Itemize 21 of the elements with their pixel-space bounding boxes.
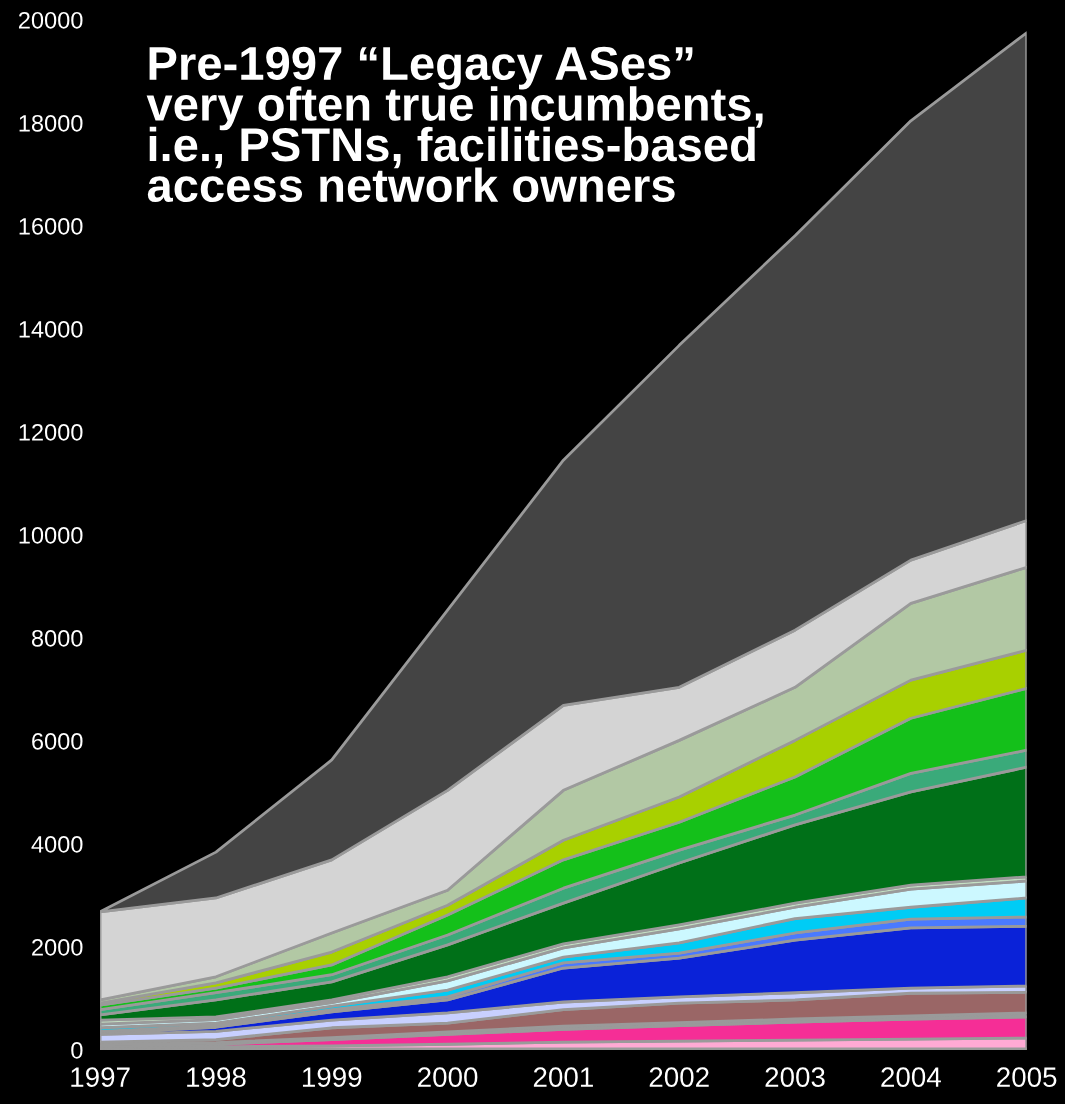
y-tick-label: 16000 xyxy=(19,217,83,235)
y-tick-label: 4000 xyxy=(31,835,83,853)
y-tick-label: 20000 xyxy=(18,11,83,29)
x-tick-label: 1999 xyxy=(302,1067,362,1087)
y-tick-label: 6000 xyxy=(32,732,83,750)
y-tick-label: 18000 xyxy=(19,114,83,132)
x-tick-label: 2003 xyxy=(765,1067,825,1087)
x-tick-label: 2001 xyxy=(533,1067,593,1087)
text: Pre-1997 “Legacy ASes” very often true incumbents, i.e., PSTNs, facilities-based access network owners xyxy=(146,46,763,203)
x-tick-label: 2005 xyxy=(997,1067,1057,1087)
x-tick-label: 1998 xyxy=(187,1067,246,1087)
y-tick-label: 14000 xyxy=(19,320,83,338)
y-tick-label: 12000 xyxy=(19,423,83,441)
x-tick-label: 1997 xyxy=(71,1067,130,1087)
x-tick-label: 2000 xyxy=(418,1067,478,1087)
x-tick-label: 2002 xyxy=(649,1067,709,1087)
y-tick-label: 8000 xyxy=(31,629,83,647)
y-tick-label: 2000 xyxy=(32,938,83,956)
x-tick-label: 2004 xyxy=(881,1067,941,1087)
y-tick-label: 0 xyxy=(71,1041,83,1059)
y-tick-label: 10000 xyxy=(19,526,83,544)
